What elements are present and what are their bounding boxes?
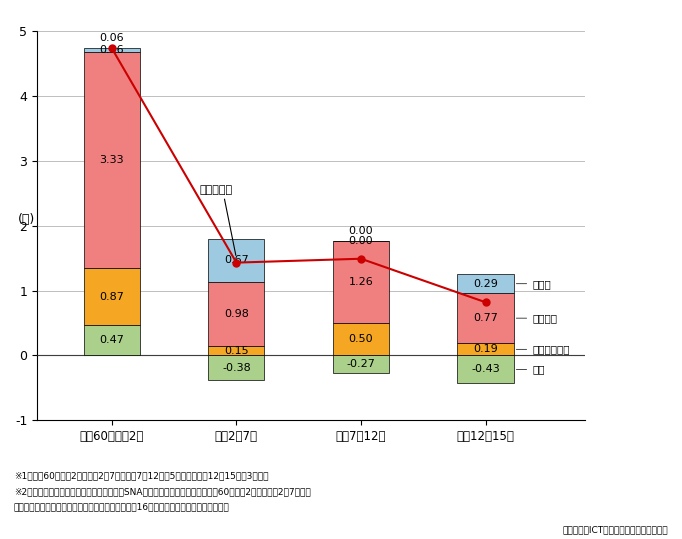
Text: 0.98: 0.98: [224, 309, 249, 319]
Text: 0.19: 0.19: [473, 344, 498, 354]
Text: （出典）「ICTの経済分析に関する調査」: （出典）「ICTの経済分析に関する調査」: [563, 526, 668, 535]
Bar: [84, 325, 140, 356]
Text: -0.43: -0.43: [471, 364, 500, 375]
Text: 経済成長率: 経済成長率: [199, 185, 232, 195]
Text: ※1　昭和60〜平成2年、平成2〜7年、平成7〜12年は5年平均、平成12〜15年は3年平均: ※1 昭和60〜平成2年、平成2〜7年、平成7〜12年は5年平均、平成12〜15…: [14, 472, 268, 481]
Text: 労働: 労働: [516, 364, 545, 375]
Text: 0.87: 0.87: [100, 292, 124, 302]
Text: -0.38: -0.38: [222, 363, 251, 373]
Bar: [209, 282, 265, 345]
Bar: [209, 239, 265, 282]
Bar: [333, 356, 389, 373]
Bar: [84, 268, 140, 325]
Text: 3.33: 3.33: [100, 155, 124, 165]
Text: その他: その他: [516, 279, 551, 289]
Text: 0.67: 0.67: [224, 255, 249, 265]
Text: ※2　民間企業資本ストック（内閣府）及びSNAの遡及的な改訂等により、昭和60〜平成2年及び平成2〜7年平均: ※2 民間企業資本ストック（内閣府）及びSNAの遡及的な改訂等により、昭和60〜…: [14, 488, 310, 497]
Text: 0.77: 0.77: [473, 313, 498, 323]
Text: 0.50: 0.50: [349, 334, 373, 344]
Bar: [333, 241, 389, 323]
Bar: [458, 356, 514, 383]
Text: 0.00: 0.00: [349, 226, 373, 236]
Text: 情報通信資本: 情報通信資本: [516, 344, 569, 354]
Text: 0.06: 0.06: [100, 33, 124, 43]
Bar: [84, 49, 140, 52]
Text: 0.06: 0.06: [100, 45, 124, 56]
Bar: [84, 52, 140, 268]
Bar: [458, 274, 514, 293]
Bar: [333, 323, 389, 356]
Text: の経済成長率及び各生産要素の寄与度は、平成16年版情報通信白書と数値が異なる: の経済成長率及び各生産要素の寄与度は、平成16年版情報通信白書と数値が異なる: [14, 502, 229, 512]
Text: 0.15: 0.15: [224, 345, 249, 356]
Text: 1.26: 1.26: [349, 277, 373, 287]
Text: 0.00: 0.00: [349, 236, 373, 246]
Y-axis label: (％): (％): [18, 212, 35, 226]
Text: 0.29: 0.29: [473, 279, 498, 289]
Bar: [458, 293, 514, 343]
Text: 0.47: 0.47: [100, 335, 124, 345]
Text: 一般資本: 一般資本: [516, 313, 557, 323]
Bar: [209, 356, 265, 380]
Bar: [209, 345, 265, 356]
Text: -0.27: -0.27: [346, 360, 375, 369]
Bar: [458, 343, 514, 356]
